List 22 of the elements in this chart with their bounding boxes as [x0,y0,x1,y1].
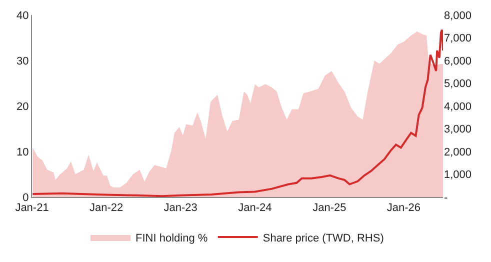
y2-tick-label: 4,000 [444,100,472,113]
y2-tick-label: 5,000 [444,78,472,90]
x-tick-label: Jan-25 [312,202,346,214]
x-tick-label: Jan-22 [89,202,124,214]
x-tick-label: Jan-23 [164,202,198,214]
x-tick-label: Jan-26 [386,202,421,214]
y-tick-label: 40 [16,10,29,22]
y2-tick-label: 1,000 [444,169,472,182]
y-tick-label: 30 [16,55,29,68]
y2-tick-label: 6,000 [444,55,472,68]
legend-label: Share price (TWD, RHS) [262,232,384,244]
y-tick-label: 20 [16,100,29,113]
y-tick-label: 10 [16,146,29,158]
x-tick-label: Jan-21 [15,202,49,214]
y2-tick-label: - [444,192,448,204]
y2-tick-label: 3,000 [444,124,472,136]
y2-tick-label: 7,000 [444,32,472,45]
y-tick-label: 0 [22,192,29,204]
y2-tick-label: 8,000 [444,10,472,22]
x-tick-label: Jan-24 [238,202,272,214]
y2-tick-label: 2,000 [444,146,472,158]
legend-label: FINI holding % [136,232,208,244]
